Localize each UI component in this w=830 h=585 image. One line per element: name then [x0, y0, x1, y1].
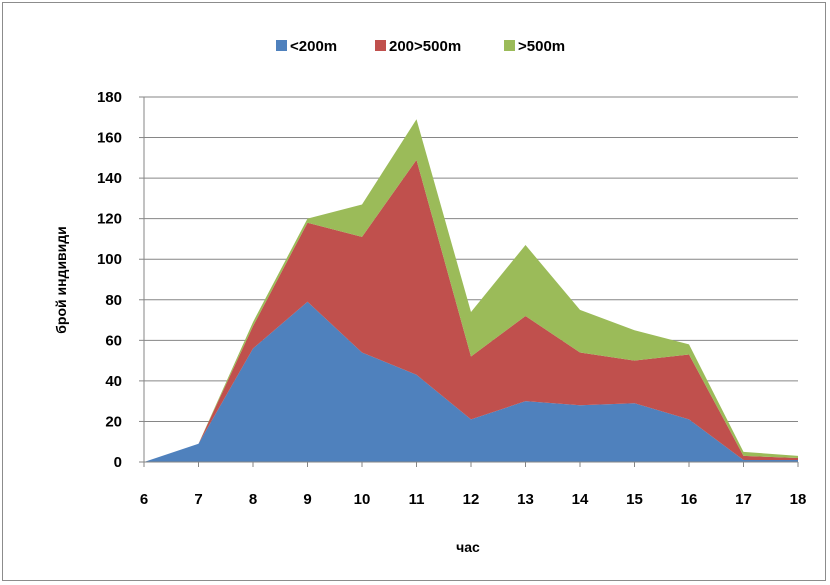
x-tick-label: 12	[463, 491, 480, 508]
area-series-1	[144, 301, 798, 462]
y-tick-label: 60	[105, 332, 122, 349]
legend-swatch	[504, 40, 515, 51]
x-tick-labels: 6 7 8 9 10 11 12 13 14 15 16 17 18	[140, 462, 807, 508]
x-tick-label: 13	[517, 491, 534, 508]
y-tick-label: 20	[105, 413, 122, 430]
legend-label: 200>500m	[389, 38, 461, 55]
y-tick-label: 120	[97, 211, 122, 228]
y-tick-label: 140	[97, 170, 122, 187]
x-axis-title: час	[456, 539, 480, 555]
legend-label: <200m	[290, 38, 337, 55]
y-tick-label: 80	[105, 292, 122, 309]
x-tick-label: 14	[572, 491, 589, 508]
y-tick-label: 160	[97, 130, 122, 147]
legend-label: >500m	[518, 38, 565, 55]
legend-swatch	[276, 40, 287, 51]
legend: <200m 200>500m >500m	[276, 38, 565, 55]
x-tick-label: 10	[354, 491, 371, 508]
x-tick-label: 17	[735, 491, 752, 508]
x-tick-label: 18	[790, 491, 807, 508]
x-tick-label: 11	[409, 491, 425, 508]
legend-swatch	[375, 40, 386, 51]
y-tick-label: 40	[105, 373, 122, 390]
y-tick-labels: 0 20 40 60 80 100 120 140 160 180	[97, 89, 144, 471]
y-axis-title: брой индивиди	[53, 226, 69, 334]
plot-areas	[144, 119, 798, 463]
x-tick-label: 8	[249, 491, 257, 508]
x-tick-label: 15	[626, 491, 643, 508]
x-tick-label: 7	[194, 491, 202, 508]
y-tick-label: 0	[114, 454, 122, 471]
y-tick-label: 100	[97, 251, 122, 268]
x-tick-label: 9	[303, 491, 311, 508]
x-tick-label: 16	[681, 491, 698, 508]
x-tick-label: 6	[140, 491, 148, 508]
area-series-2	[144, 159, 798, 462]
y-tick-label: 180	[97, 89, 122, 106]
